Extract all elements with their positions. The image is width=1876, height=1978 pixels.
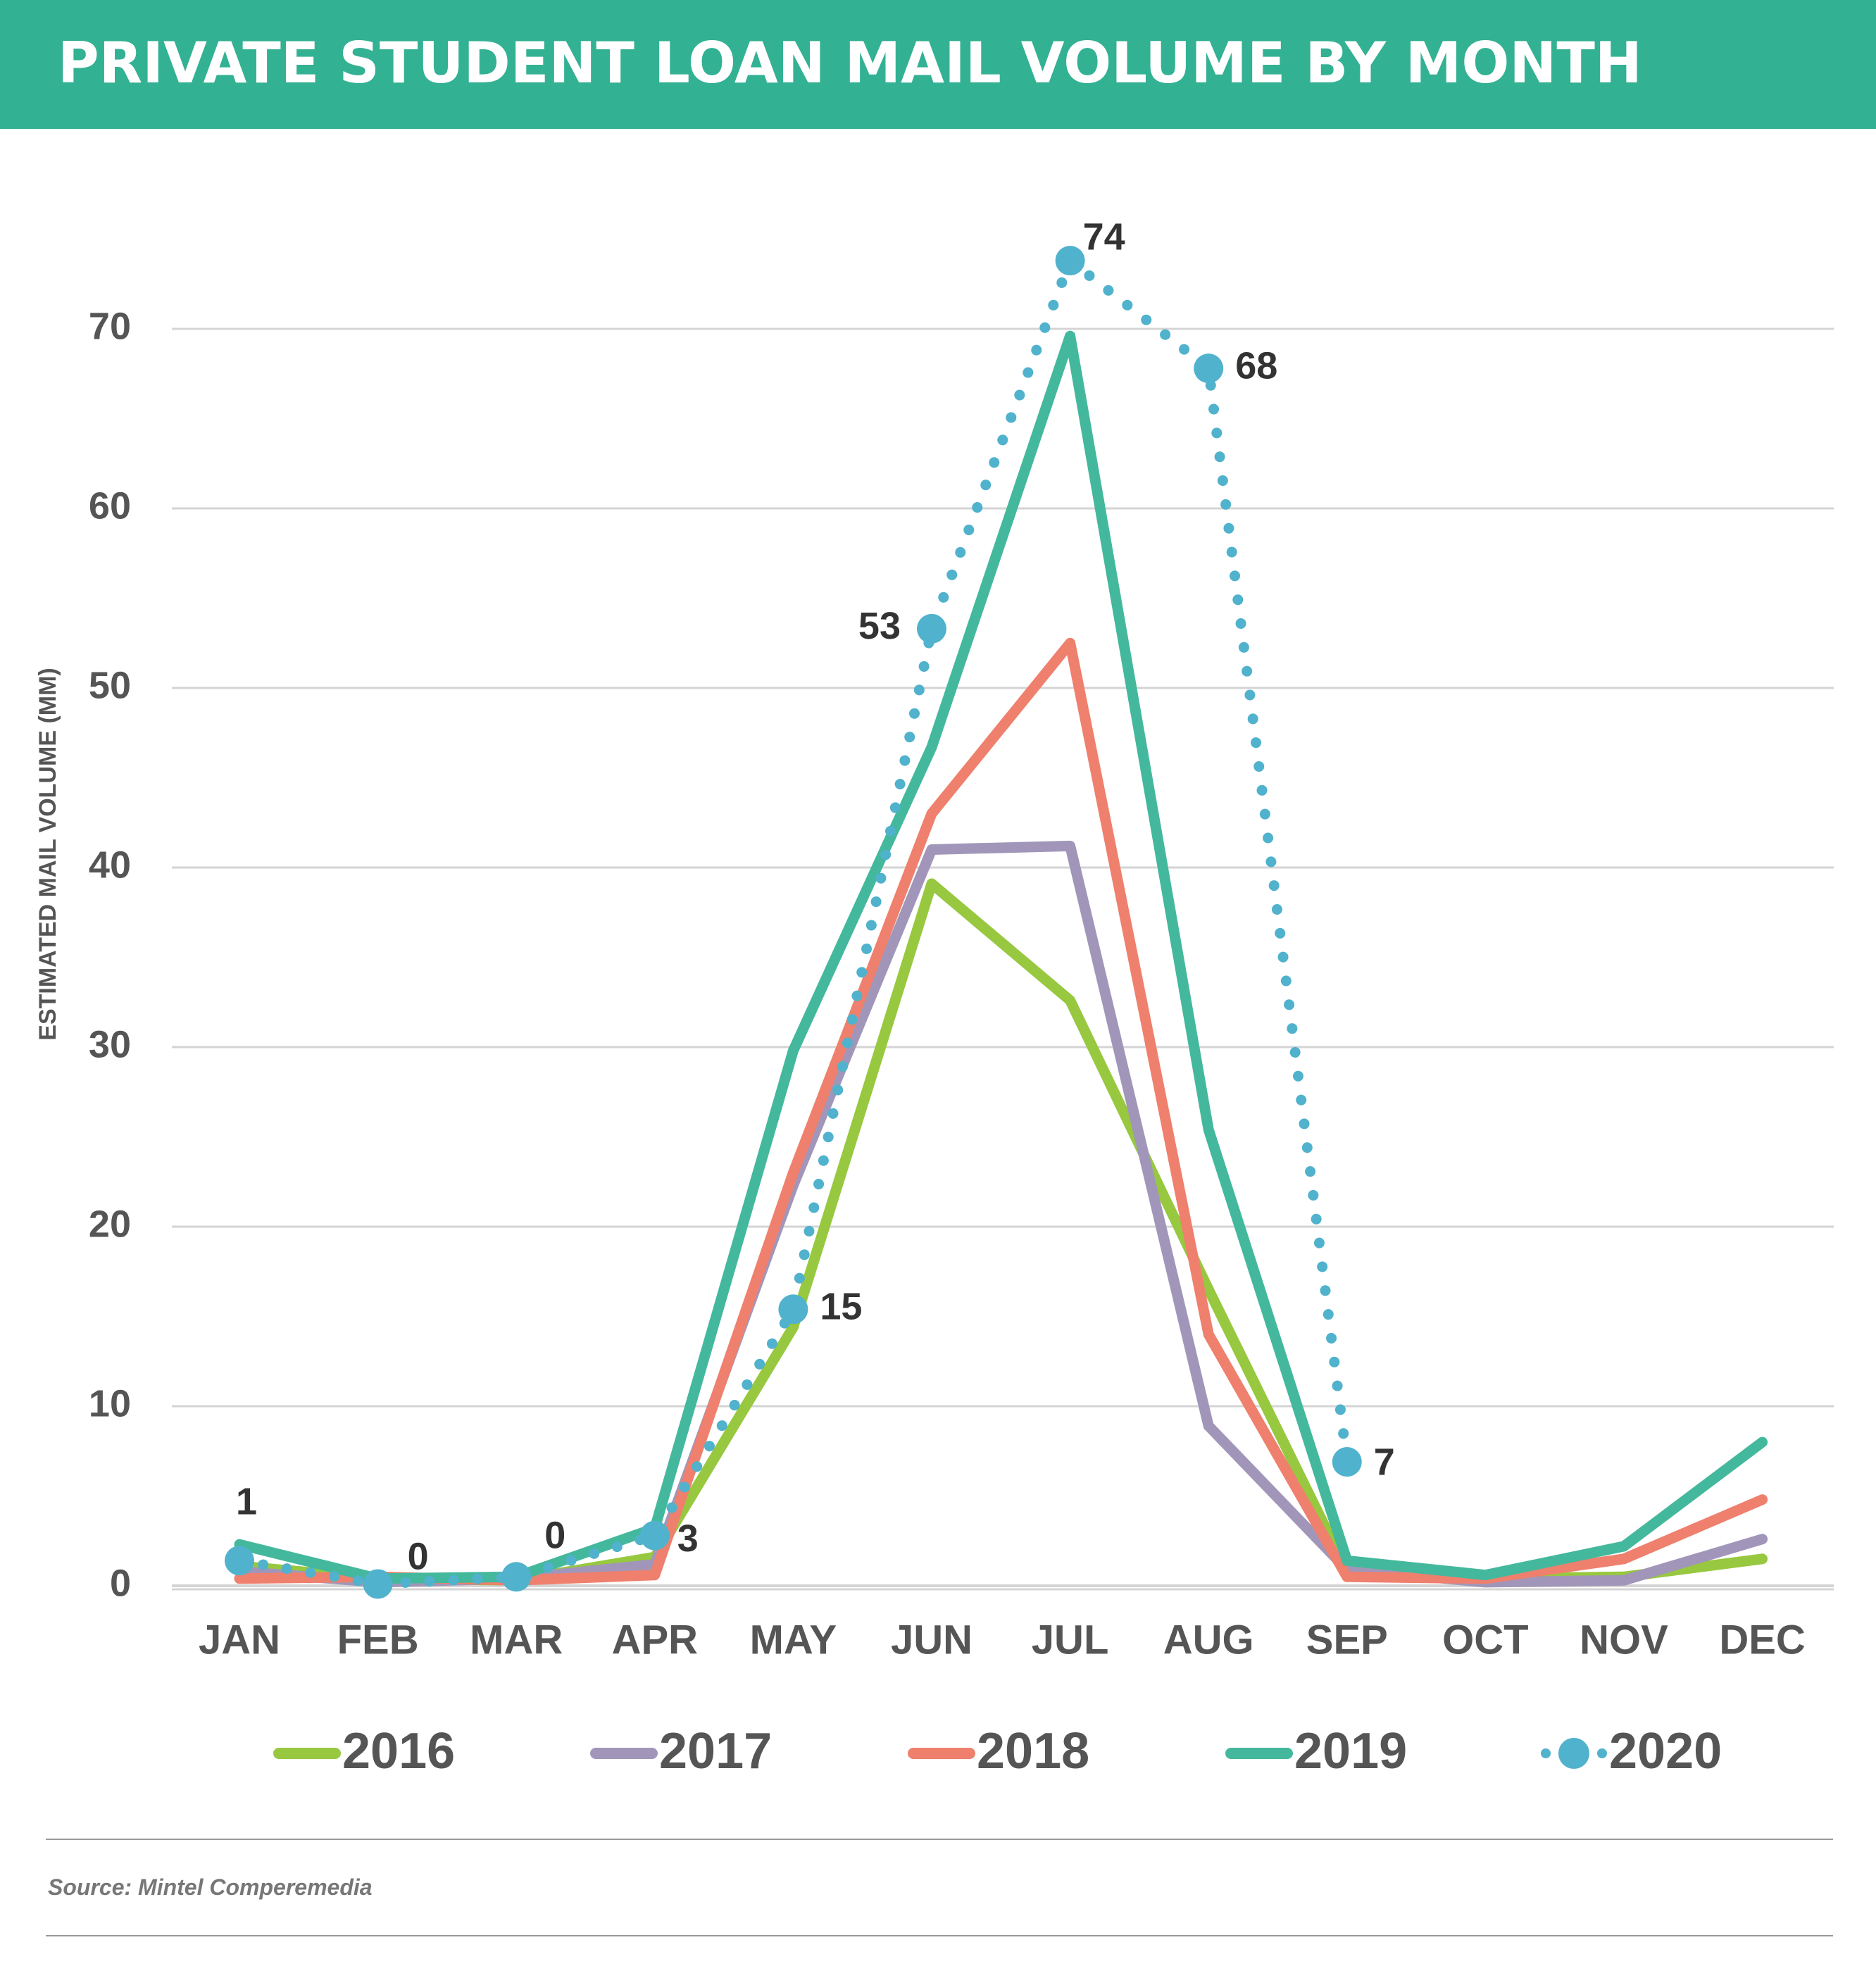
gridlines — [172, 327, 1834, 1591]
data-marker — [225, 1546, 254, 1576]
data-marker — [363, 1569, 393, 1599]
y-tick-label: 70 — [89, 305, 131, 347]
data-label: 7 — [1374, 1441, 1395, 1483]
x-tick-label: MAR — [470, 1617, 563, 1663]
legend-label: 2020 — [1609, 1723, 1722, 1779]
legend-label: 2017 — [659, 1723, 772, 1779]
data-label: 68 — [1235, 344, 1277, 387]
legend-swatch-dot — [1597, 1748, 1607, 1758]
y-tick-label: 10 — [89, 1382, 131, 1425]
source-note: Source: Mintel Comperemedia — [48, 1874, 373, 1900]
legend-label: 2019 — [1294, 1723, 1407, 1779]
data-marker — [501, 1562, 532, 1592]
footer-divider-top — [46, 1839, 1833, 1840]
series-line-2019 — [234, 330, 1768, 1584]
data-marker — [1055, 246, 1085, 276]
x-tick-label: JUN — [891, 1617, 973, 1663]
series-line-2016 — [234, 878, 1768, 1586]
x-tick-label: OCT — [1442, 1617, 1528, 1663]
data-marker — [1332, 1447, 1362, 1477]
legend-swatch-marker — [1558, 1738, 1589, 1769]
series-line-2018 — [234, 637, 1768, 1586]
y-axis-ticks: 0 10 20 30 40 50 60 70 — [89, 305, 131, 1604]
y-axis-label: ESTIMATED MAIL VOLUME (MM) — [35, 668, 61, 1040]
y-tick-label: 30 — [89, 1023, 131, 1065]
legend-label: 2016 — [342, 1723, 455, 1779]
data-label: 53 — [858, 605, 901, 647]
y-tick-label: 60 — [89, 484, 131, 527]
data-marker — [639, 1520, 670, 1551]
series-lines — [225, 246, 1768, 1599]
x-axis-ticks: JAN FEB MAR APR MAY JUN JUL AUG SEP OCT NOV DEC — [199, 1617, 1806, 1663]
footer-divider-bottom — [46, 1935, 1833, 1936]
data-label: 1 — [236, 1481, 257, 1523]
series-line-2020 — [234, 255, 1353, 1589]
x-tick-label: AUG — [1163, 1617, 1254, 1663]
x-tick-label: MAY — [750, 1617, 837, 1663]
legend-item-2020: 2020 — [1541, 1723, 1722, 1779]
series-line-2017 — [234, 840, 1768, 1588]
x-tick-label: JAN — [199, 1617, 280, 1663]
y-tick-label: 40 — [89, 844, 131, 886]
chart-title: PRIVATE STUDENT LOAN MAIL VOLUME BY MONT… — [58, 30, 1642, 96]
data-labels: 1 0 0 3 15 53 74 68 7 — [236, 215, 1395, 1577]
legend-item-2018: 2018 — [908, 1723, 1089, 1779]
title-banner: PRIVATE STUDENT LOAN MAIL VOLUME BY MONT… — [0, 0, 1876, 129]
x-tick-label: NOV — [1580, 1617, 1668, 1663]
data-marker — [1194, 353, 1224, 384]
data-label: 0 — [408, 1536, 429, 1578]
y-tick-label: 50 — [89, 664, 131, 706]
x-tick-label: DEC — [1719, 1617, 1805, 1663]
y-tick-label: 20 — [89, 1203, 131, 1245]
legend-item-2019: 2019 — [1225, 1723, 1407, 1779]
x-tick-label: APR — [612, 1617, 698, 1663]
data-label: 3 — [677, 1517, 699, 1560]
data-marker — [917, 613, 946, 644]
legend-item-2016: 2016 — [273, 1723, 455, 1779]
data-marker — [778, 1294, 808, 1325]
x-tick-label: FEB — [337, 1617, 419, 1663]
legend-swatch-dot — [1541, 1748, 1551, 1758]
x-tick-label: SEP — [1306, 1617, 1388, 1663]
data-label: 15 — [820, 1286, 862, 1328]
legend-item-2017: 2017 — [590, 1723, 772, 1779]
legend-label: 2018 — [977, 1723, 1089, 1779]
data-label: 0 — [544, 1515, 565, 1557]
data-label: 74 — [1083, 215, 1125, 258]
x-tick-label: JUL — [1032, 1617, 1109, 1663]
y-tick-label: 0 — [110, 1562, 131, 1604]
legend: 2016 2017 2018 2019 2020 — [273, 1723, 1722, 1779]
